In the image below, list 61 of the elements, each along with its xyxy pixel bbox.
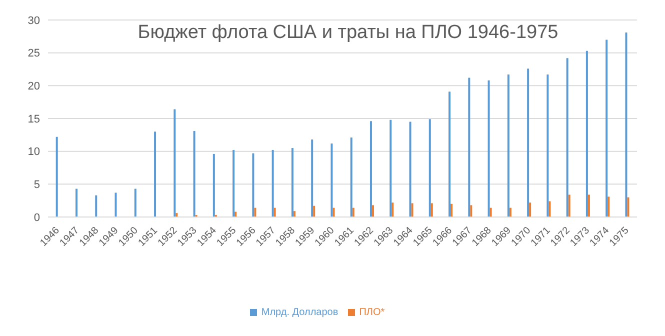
bar — [291, 148, 294, 217]
legend-label: Млрд. Долларов — [261, 307, 338, 318]
bar — [352, 208, 354, 217]
bar — [470, 205, 472, 217]
bar — [311, 140, 314, 217]
bar — [95, 195, 98, 217]
bar — [392, 202, 394, 217]
bar — [154, 132, 156, 217]
bar — [488, 80, 490, 217]
bar — [234, 212, 237, 217]
bar — [509, 208, 512, 217]
chart-title: Бюджет флота США и траты на ПЛО 1946-1975 — [138, 22, 558, 43]
bar — [507, 74, 510, 217]
bar — [350, 138, 352, 217]
legend-label: ПЛО* — [359, 307, 385, 318]
bar — [212, 154, 215, 217]
bar — [254, 208, 256, 217]
bar — [370, 121, 372, 217]
y-tick-label: 20 — [28, 80, 40, 93]
bar — [409, 122, 412, 217]
bar — [468, 78, 470, 217]
bar — [546, 74, 549, 217]
bar — [428, 119, 431, 217]
bar — [627, 197, 630, 217]
y-tick-label: 25 — [28, 48, 40, 60]
bar — [566, 58, 568, 217]
bar — [330, 143, 333, 217]
bar — [529, 202, 532, 217]
bar — [56, 136, 58, 217]
bar — [114, 192, 117, 217]
y-tick-label: 5 — [34, 179, 40, 192]
bar — [274, 208, 276, 217]
y-tick-label: 30 — [28, 14, 40, 27]
bar — [332, 208, 335, 217]
bar — [430, 203, 433, 217]
bar — [75, 188, 78, 217]
bar — [450, 204, 453, 217]
bar — [586, 50, 588, 217]
bar — [411, 203, 414, 217]
bar — [606, 40, 608, 217]
bar — [390, 120, 392, 217]
bar — [372, 205, 374, 217]
bar — [232, 150, 235, 217]
bar — [527, 68, 530, 217]
bar — [193, 130, 196, 217]
bar — [608, 196, 610, 217]
y-tick-label: 10 — [28, 146, 40, 158]
bar — [588, 194, 590, 217]
y-tick-label: 0 — [34, 212, 40, 224]
bar — [568, 194, 570, 217]
bar — [448, 92, 451, 217]
bar — [313, 206, 316, 217]
bar — [548, 201, 551, 217]
bar — [293, 211, 296, 217]
bar — [272, 150, 274, 217]
bar — [134, 188, 136, 217]
y-tick-label: 15 — [28, 113, 40, 126]
bar — [174, 109, 176, 217]
bar — [625, 32, 628, 217]
bar — [490, 208, 492, 217]
bar — [252, 153, 254, 217]
